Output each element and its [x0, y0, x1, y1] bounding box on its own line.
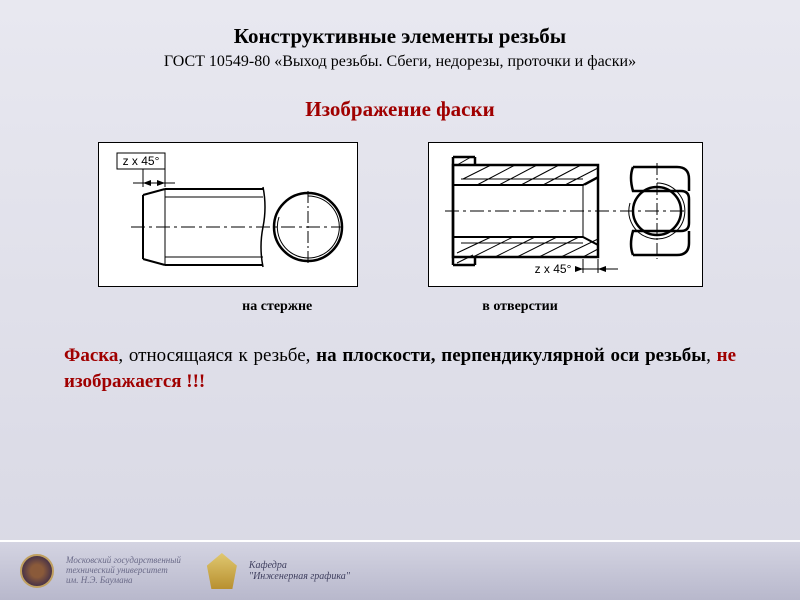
dept-line1: Кафедра — [249, 560, 350, 572]
section-title: Изображение фаски — [60, 97, 740, 122]
diagram-hole: z x 45° — [428, 142, 703, 287]
dim-label: z x 45° — [122, 154, 159, 168]
diagram-row: z x 45° — [60, 142, 740, 287]
body-t3: на плоскости, перпендикулярной оси резьб… — [316, 345, 706, 366]
page-title: Конструктивные элементы резьбы — [60, 24, 740, 49]
university-seal-icon — [20, 554, 54, 588]
page-subtitle: ГОСТ 10549-80 «Выход резьбы. Сбеги, недо… — [60, 53, 740, 71]
footer: Московский государственный технический у… — [0, 540, 800, 600]
caption-left: на стержне — [242, 299, 312, 315]
department-emblem-icon — [207, 553, 237, 589]
body-paragraph: Фаска, относящаяся к резьбе, на плоскост… — [60, 343, 740, 394]
body-faska: Фаска — [64, 345, 118, 366]
department-name: Кафедра "Инженерная графика" — [249, 560, 350, 583]
body-t2: , относящаяся к резьбе, — [118, 345, 316, 366]
caption-row: на стержне в отверстии — [60, 299, 740, 315]
hole-drawing-icon: z x 45° — [433, 147, 698, 282]
body-t4: , — [706, 345, 717, 366]
uni-line3: им. Н.Э. Баумана — [66, 576, 181, 586]
dim-label-2: z x 45° — [534, 262, 571, 276]
university-name: Московский государственный технический у… — [66, 556, 181, 586]
dept-line2: "Инженерная графика" — [249, 571, 350, 583]
diagram-shaft: z x 45° — [98, 142, 358, 287]
shaft-drawing-icon: z x 45° — [103, 147, 353, 282]
caption-right: в отверстии — [482, 299, 558, 315]
